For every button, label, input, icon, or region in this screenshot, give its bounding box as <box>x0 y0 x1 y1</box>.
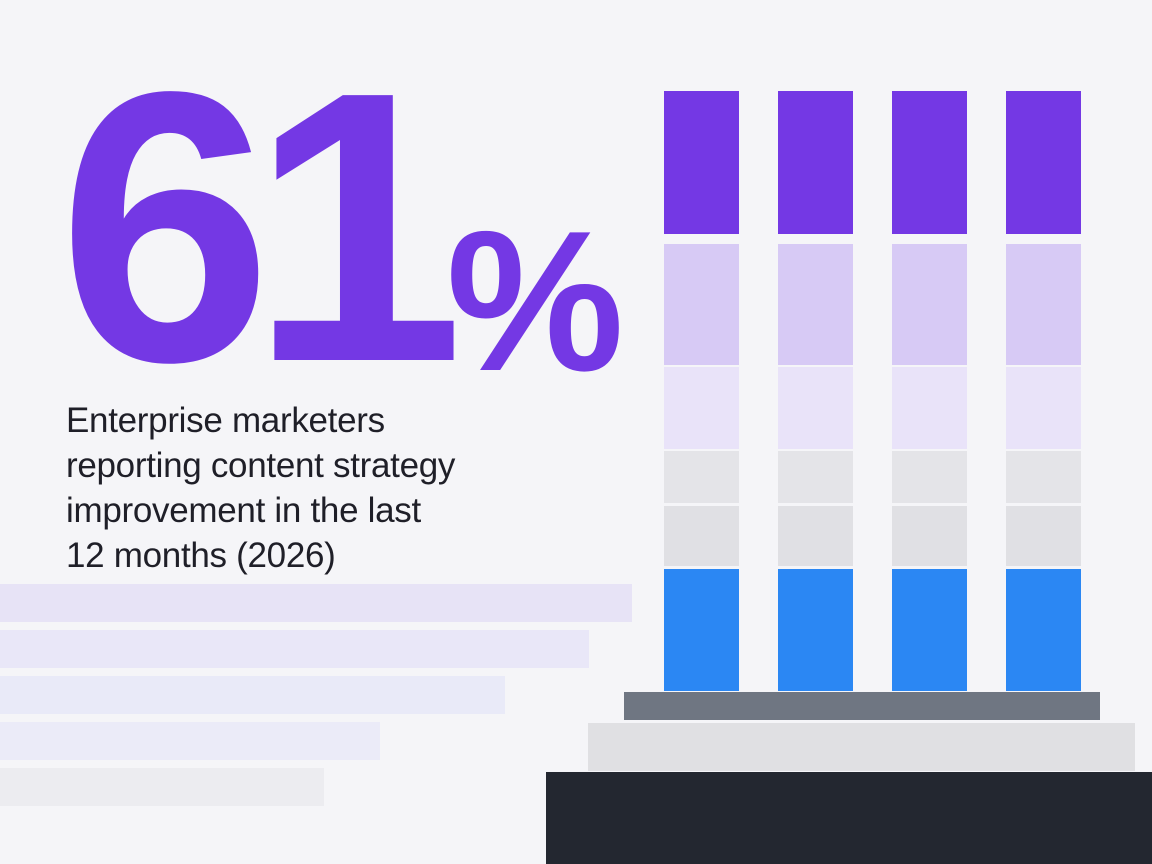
column-segment <box>664 367 739 449</box>
column-segment <box>1006 451 1081 503</box>
columns-group <box>664 91 1081 691</box>
guide-bar <box>0 768 324 806</box>
column-segment <box>778 506 853 566</box>
guide-bar <box>0 584 632 622</box>
headline-stat: 61 % <box>58 10 625 442</box>
column-segment <box>892 367 967 449</box>
caption-line: reporting content strategy <box>66 446 456 485</box>
base-step <box>588 723 1135 771</box>
caption-line: 12 months (2026) <box>66 536 336 575</box>
base-group <box>546 692 1152 864</box>
column-segment <box>664 506 739 566</box>
column-segment <box>664 91 739 234</box>
guide-bar <box>0 676 505 714</box>
guide-bar <box>0 630 589 668</box>
column-segment <box>1006 367 1081 449</box>
column-segment <box>664 451 739 503</box>
caption-line: improvement in the last <box>66 491 421 530</box>
column-segment <box>778 91 853 234</box>
column-segment <box>664 244 739 365</box>
column-segment <box>1006 244 1081 365</box>
headline-value: 61 <box>58 10 464 442</box>
headline-unit: % <box>446 190 625 413</box>
column-segment <box>892 506 967 566</box>
column-segment <box>778 451 853 503</box>
column-segment <box>778 367 853 449</box>
stat-caption: Enterprise marketers reporting content s… <box>66 398 586 578</box>
column-segment <box>778 244 853 365</box>
column-segment <box>664 569 739 691</box>
base-step <box>546 772 1152 864</box>
column-segment <box>1006 569 1081 691</box>
base-step <box>624 692 1100 720</box>
column-segment <box>892 569 967 691</box>
column-segment <box>892 91 967 234</box>
column-segment <box>892 244 967 365</box>
column-segment <box>778 569 853 691</box>
column-segment <box>1006 91 1081 234</box>
column-segment <box>1006 506 1081 566</box>
column-segment <box>892 451 967 503</box>
guide-bar <box>0 722 380 760</box>
caption-line: Enterprise marketers <box>66 401 385 440</box>
